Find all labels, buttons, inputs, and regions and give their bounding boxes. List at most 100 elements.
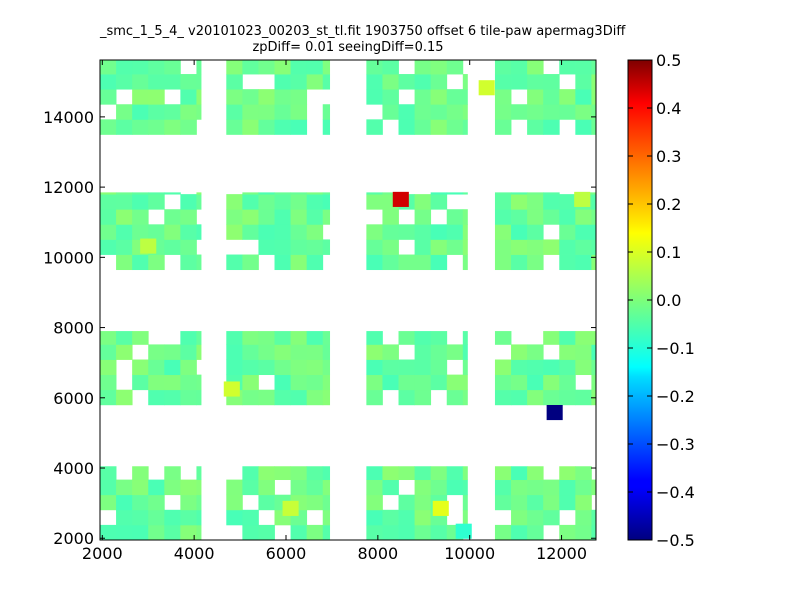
x-tick-label: 4000 (174, 544, 215, 563)
heatmap-cell (258, 331, 275, 345)
heatmap-cell (494, 331, 512, 345)
heatmap-cell (462, 509, 468, 526)
heatmap-cell (575, 344, 592, 360)
heatmap-cell (180, 224, 197, 240)
heatmap-cell (527, 479, 544, 496)
heatmap-cell (366, 331, 383, 345)
heatmap-cell (494, 359, 512, 376)
heatmap-cell (559, 331, 576, 345)
heatmap-cell (591, 524, 596, 540)
y-tick-label: 6000 (53, 389, 94, 408)
colorbar-tick-label: −0.3 (656, 435, 695, 454)
heatmap-cell (494, 479, 512, 496)
heatmap-cell (591, 479, 596, 496)
heatmap-cell (414, 104, 432, 120)
heatmap-cell (543, 494, 560, 511)
heatmap-cell (306, 359, 324, 376)
heatmap-cell (494, 494, 512, 511)
y-tick-label: 8000 (53, 319, 94, 338)
heatmap-cell (148, 74, 165, 90)
heatmap-cell (575, 524, 592, 540)
y-tick-label: 2000 (53, 529, 94, 548)
heatmap-cell (100, 192, 117, 195)
heatmap-cell (430, 359, 448, 376)
heatmap-cell (274, 331, 291, 345)
heatmap-cell (290, 466, 308, 481)
heatmap-cell (559, 209, 576, 225)
heatmap-cell (462, 466, 468, 481)
heatmap-cell (180, 209, 197, 225)
heatmap-cell (543, 374, 560, 391)
y-tick-label: 14000 (43, 108, 94, 127)
heatmap-cell (430, 331, 448, 345)
heatmap-cell (414, 374, 432, 391)
heatmap-cell (100, 209, 117, 225)
heatmap-cell (414, 239, 432, 255)
heatmap-cell (180, 104, 197, 120)
heatmap-cell (164, 479, 181, 496)
heatmap-cell (430, 224, 448, 240)
heatmap-cell (527, 119, 544, 135)
heatmap-cell (414, 479, 432, 496)
heatmap-cell (527, 344, 544, 360)
x-tick-label: 12000 (536, 544, 587, 563)
heatmap-cell (366, 374, 383, 391)
heatmap-cell (575, 119, 592, 135)
x-axis: 2000 4000 6000 8000 10000 12000 (82, 60, 587, 563)
heatmap-cell (132, 119, 149, 135)
heatmap-cell (366, 524, 383, 540)
heatmap-cell (527, 89, 544, 105)
heatmap-cell (382, 479, 399, 496)
heatmap-cell (366, 224, 383, 240)
heatmap-cell (164, 374, 181, 391)
heatmap-cell (148, 192, 165, 195)
heatmap-cell (274, 89, 291, 105)
heatmap-cell (164, 224, 181, 240)
heatmap-cell (258, 466, 275, 481)
heatmap-cell (132, 209, 149, 225)
heatmap-cell (274, 224, 291, 240)
heatmap-cell (306, 239, 324, 255)
heatmap-cell (543, 479, 560, 496)
heatmap-cell (164, 119, 181, 135)
chart-title: _smc_1_5_4_ v20101023_00203_st_tl.fit 19… (100, 24, 626, 39)
heatmap-cell (511, 494, 528, 511)
heatmap-cell (196, 194, 202, 210)
heatmap-cell (322, 509, 331, 526)
heatmap-cell (575, 74, 592, 90)
heatmap-cell (306, 344, 324, 360)
colorbar-axis: 0.5 0.4 0.3 0.2 0.1 0.0 −0.1 −0.2 −0.3 −0.4 −0.5 (628, 51, 695, 550)
heatmap-cell (132, 89, 149, 105)
heatmap-cell (366, 479, 383, 496)
heatmap-cell (242, 224, 259, 240)
heatmap-cell (196, 344, 202, 360)
heatmap-cell (290, 194, 308, 210)
heatmap-cell (527, 239, 544, 255)
heatmap-cell (116, 192, 133, 195)
heatmap-cell (559, 89, 576, 105)
heatmap-cell (148, 104, 165, 120)
heatmap-cell (382, 89, 399, 105)
heatmap-cell (462, 331, 468, 345)
heatmap-cell (382, 524, 399, 540)
heatmap-cell (494, 194, 512, 210)
heatmap-cell (148, 119, 165, 135)
heatmap-cell (290, 389, 308, 406)
heatmap-cell (196, 104, 202, 120)
heatmap-cell (196, 60, 202, 75)
heatmap-cell (366, 239, 383, 255)
heatmap-cell (527, 389, 544, 406)
heatmap-cell (559, 239, 576, 255)
heatmap-cell (511, 74, 528, 90)
heatmap-cell (290, 344, 308, 360)
heatmap-cell (591, 60, 596, 75)
heatmap-cell (543, 194, 560, 210)
heatmap-cell (148, 344, 165, 360)
heatmap-cell (306, 524, 324, 540)
heatmap-cell (226, 479, 243, 496)
heatmap-cell-highlight (432, 500, 449, 516)
heatmap-cell (511, 344, 528, 360)
heatmap-cell (132, 192, 149, 195)
heatmap-cell (164, 524, 181, 540)
heatmap-cell (511, 466, 528, 481)
